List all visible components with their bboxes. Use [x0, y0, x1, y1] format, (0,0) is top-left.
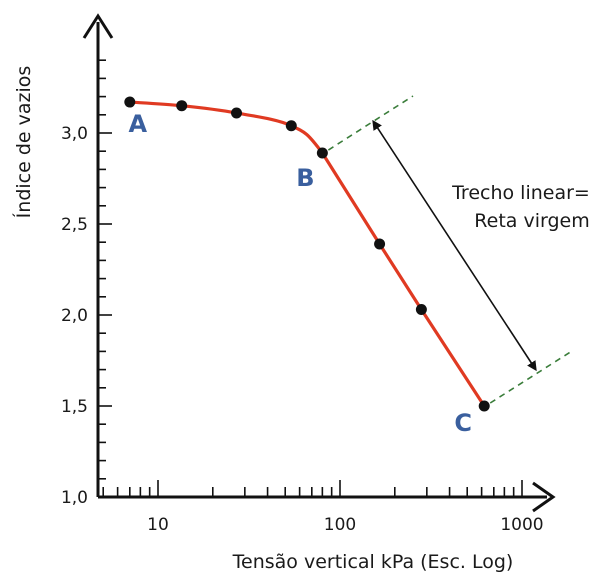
x-tick-labels: 10 100 1000 [147, 515, 543, 535]
data-point [374, 238, 386, 250]
y-axis-ticks [98, 59, 112, 498]
data-point [176, 100, 188, 112]
x-axis-ticks [102, 480, 523, 497]
x-axis-arrow-icon [532, 481, 556, 513]
y-axis-title: Índice de vazios [12, 66, 35, 219]
annotation-text: Trecho linear= Reta virgem [451, 182, 596, 232]
point-label-c: C [454, 409, 472, 437]
y-tick-label: 2,0 [61, 306, 88, 326]
point-labels: A B C [129, 110, 473, 437]
x-axis-title: Tensão vertical kPa (Esc. Log) [232, 551, 514, 573]
data-point [231, 107, 243, 119]
compression-curve-line [128, 100, 486, 408]
y-tick-label: 1,5 [61, 397, 88, 417]
virgin-line-extension-lower [489, 350, 573, 404]
virgin-line-extension-upper [327, 95, 414, 151]
data-point [478, 400, 490, 412]
x-tick-label: 1000 [500, 515, 543, 535]
y-tick-label: 1,0 [61, 488, 88, 508]
annotation-line-2: Reta virgem [474, 210, 589, 232]
point-label-a: A [129, 110, 148, 138]
linear-segment-double-arrow [372, 119, 537, 372]
data-points [124, 96, 490, 412]
data-point [124, 96, 136, 108]
y-tick-labels: 1,0 1,5 2,0 2,5 3,0 [61, 124, 88, 508]
x-tick-label: 100 [324, 515, 356, 535]
data-point [415, 304, 427, 316]
point-label-b: B [296, 164, 314, 192]
data-point [285, 120, 297, 132]
x-tick-label: 10 [147, 515, 169, 535]
y-axis-arrow-icon [82, 13, 114, 39]
data-point [316, 147, 328, 159]
y-tick-label: 2,5 [61, 215, 88, 235]
y-tick-label: 3,0 [61, 124, 88, 144]
annotation-line-1: Trecho linear= [451, 182, 590, 204]
